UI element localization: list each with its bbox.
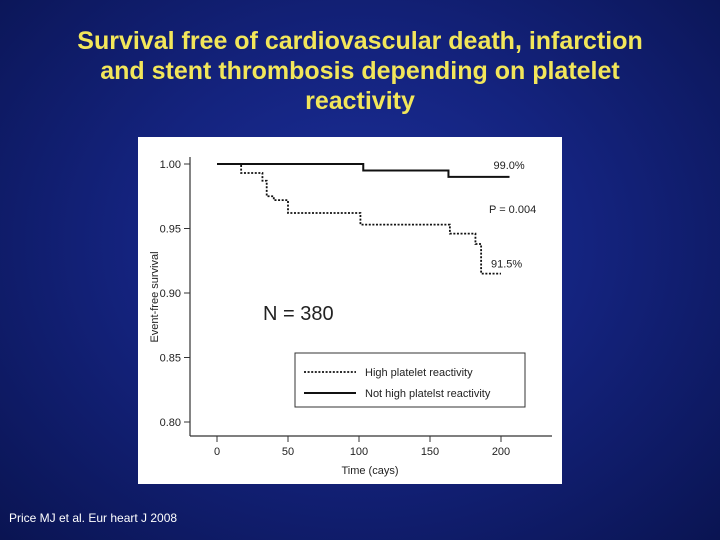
series-end-label-1: 99.0% [494, 160, 525, 172]
series-line-1 [217, 163, 510, 178]
x-axis-label: Time (cays) [341, 465, 398, 477]
p-value-annotation: P = 0.004 [489, 204, 536, 216]
title-line-3: reactivity [305, 87, 415, 115]
x-tick-label-3: 150 [421, 446, 439, 458]
x-tick-label-2: 100 [350, 446, 368, 458]
x-tick-label-1: 50 [282, 446, 294, 458]
y-tick-label-2: 0.90 [160, 288, 181, 300]
series-end-label-0: 91.5% [491, 259, 522, 271]
series-line-0 [217, 163, 501, 275]
x-tick-label-0: 0 [214, 446, 220, 458]
survival-chart: 0.80 0.85 0.90 0.95 1.00 0 50 100 150 200 Time (ca… [149, 157, 552, 477]
legend-label-0: High platelet reactivity [365, 367, 473, 379]
citation: Price MJ et al. Eur heart J 2008 [9, 511, 178, 525]
slide-title: Survival free of cardiovascular death, i… [20, 26, 700, 116]
title-line-1: Survival free of cardiovascular death, i… [77, 27, 643, 55]
chart-panel: 0.80 0.85 0.90 0.95 1.00 0 50 100 150 200 Time (ca… [138, 137, 562, 484]
x-tick-label-4: 200 [492, 446, 510, 458]
title-line-2: and stent thrombosis depending on platel… [100, 57, 620, 85]
y-axis-label: Event-free survival [149, 251, 161, 342]
n-annotation: N = 380 [263, 303, 334, 325]
legend-box [294, 352, 526, 408]
y-tick-label-0: 0.80 [160, 417, 181, 429]
y-tick-label-4: 1.00 [160, 159, 181, 171]
legend-label-1: Not high platelst reactivity [365, 388, 491, 400]
y-tick-label-3: 0.95 [160, 224, 181, 236]
y-tick-label-1: 0.85 [160, 353, 181, 365]
